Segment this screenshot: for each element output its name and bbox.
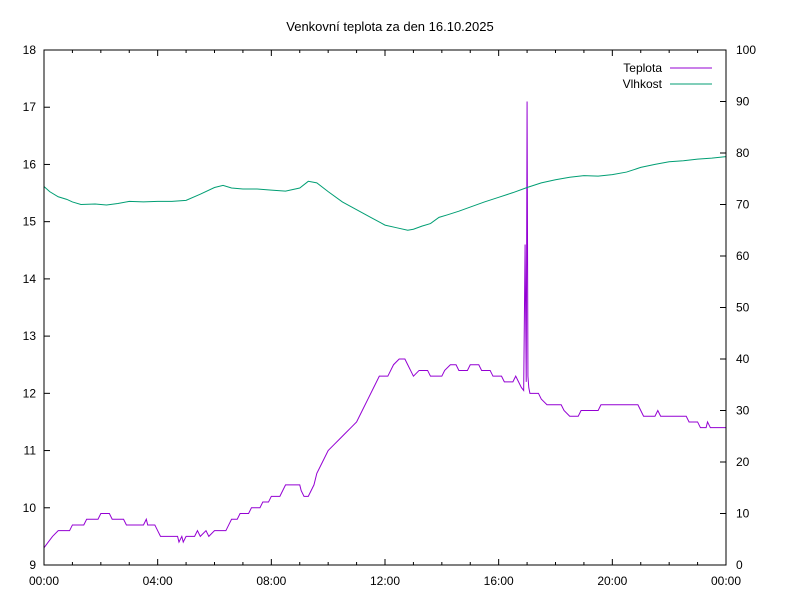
x-tick-label: 16:00 <box>484 574 514 588</box>
legend-label: Vlhkost <box>623 77 663 91</box>
legend-label: Teplota <box>623 61 662 75</box>
y2-tick-label: 100 <box>736 43 756 57</box>
y2-tick-label: 60 <box>736 249 750 263</box>
x-tick-label: 00:00 <box>711 574 741 588</box>
series-line-teplota <box>43 101 726 549</box>
y2-tick-label: 70 <box>736 198 750 212</box>
y-tick-label: 11 <box>24 444 37 458</box>
series-line-vlhkost <box>43 156 727 231</box>
y2-tick-label: 20 <box>736 455 750 469</box>
series-layer <box>43 101 727 549</box>
y-tick-label: 18 <box>23 43 37 57</box>
y-tick-label: 10 <box>23 501 37 515</box>
axis-layer: 9 10 11 12 13 14 15 16 17 18 0 10 20 30 40 50 60 70 80 90 10… <box>23 43 757 588</box>
y2-tick-label: 10 <box>736 507 750 521</box>
x-tick-label: 08:00 <box>256 574 286 588</box>
x-tick-label: 20:00 <box>597 574 627 588</box>
x-tick-label: 12:00 <box>370 574 400 588</box>
y-tick-label: 16 <box>23 157 37 171</box>
y2-tick-label: 0 <box>736 558 743 572</box>
y-tick-label: 17 <box>23 100 37 114</box>
y2-tick-label: 50 <box>736 301 750 315</box>
y-tick-label: 15 <box>23 215 37 229</box>
x-tick-label: 04:00 <box>143 574 173 588</box>
x-tick-label: 00:00 <box>29 574 59 588</box>
y-tick-label: 14 <box>23 272 37 286</box>
y-tick-label: 9 <box>29 558 36 572</box>
chart-title: Venkovní teplota za den 16.10.2025 <box>286 19 493 34</box>
y2-tick-label: 40 <box>736 352 750 366</box>
y-tick-label: 13 <box>23 329 37 343</box>
y-tick-label: 12 <box>23 386 37 400</box>
y2-tick-label: 80 <box>736 146 750 160</box>
legend: Teplota Vlhkost <box>623 61 712 91</box>
y2-tick-label: 30 <box>736 404 750 418</box>
y2-tick-label: 90 <box>736 95 750 109</box>
